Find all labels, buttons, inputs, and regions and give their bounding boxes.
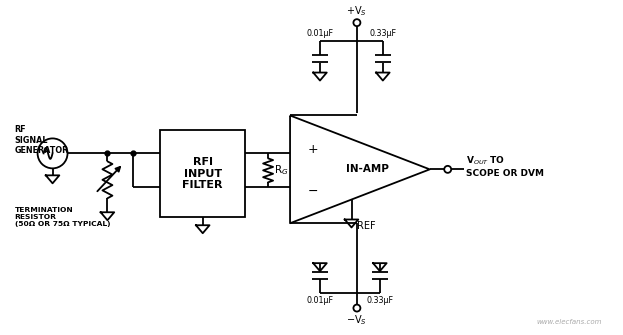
Text: RFI
INPUT
FILTER: RFI INPUT FILTER	[183, 157, 223, 190]
Text: 0.33μF: 0.33μF	[366, 296, 393, 305]
Text: IN-AMP: IN-AMP	[346, 164, 389, 174]
Text: 0.01μF: 0.01μF	[307, 296, 333, 305]
Text: +: +	[308, 143, 318, 156]
Text: −V$_S$: −V$_S$	[346, 313, 368, 327]
Text: TERMINATION
RESISTOR
(50Ω OR 75Ω TYPICAL): TERMINATION RESISTOR (50Ω OR 75Ω TYPICAL…	[14, 207, 110, 227]
Bar	[160, 130, 245, 217]
Text: 0.33μF: 0.33μF	[369, 28, 396, 38]
Text: +V$_S$: +V$_S$	[346, 4, 368, 18]
Text: V$_{OUT}$ TO
SCOPE OR DVM: V$_{OUT}$ TO SCOPE OR DVM	[465, 155, 544, 178]
Text: R$_G$: R$_G$	[274, 163, 288, 177]
Text: 0.01μF: 0.01μF	[307, 28, 333, 38]
Text: www.elecfans.com: www.elecfans.com	[536, 319, 602, 325]
Text: RF
SIGNAL
GENERATOR: RF SIGNAL GENERATOR	[14, 125, 69, 155]
Text: −: −	[308, 185, 318, 198]
Text: REF: REF	[356, 221, 375, 231]
